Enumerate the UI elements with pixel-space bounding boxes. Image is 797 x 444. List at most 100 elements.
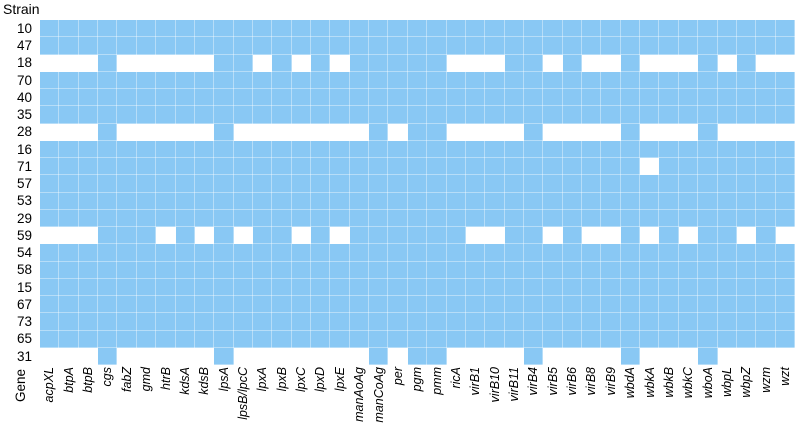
cell-15-wzt bbox=[775, 278, 795, 296]
cell-15-btpB bbox=[78, 278, 99, 296]
cell-18-lpsB/lpcC bbox=[233, 54, 253, 72]
cell-28-wbpL bbox=[717, 123, 737, 141]
cell-67-acpXL bbox=[40, 296, 60, 314]
cell-70-gmd bbox=[136, 71, 157, 89]
strain-label-53: 53 bbox=[16, 193, 32, 209]
cell-18-virB5 bbox=[543, 54, 563, 72]
cell-53-virB6 bbox=[562, 192, 583, 210]
cell-35-lpxE bbox=[330, 106, 350, 124]
gene-label-lpxC: lpxC bbox=[294, 367, 309, 393]
cell-10-virB1 bbox=[465, 20, 486, 38]
cell-40-gmd bbox=[136, 89, 157, 107]
cell-15-manAoAg bbox=[349, 278, 370, 296]
cell-65-virB9 bbox=[601, 330, 621, 348]
cell-53-lpxB bbox=[272, 192, 292, 210]
cell-10-virB4 bbox=[523, 20, 544, 38]
cell-57-per bbox=[388, 175, 408, 193]
cell-31-btpB bbox=[78, 347, 99, 365]
cell-59-wzt bbox=[775, 227, 795, 245]
cell-47-virB1 bbox=[465, 37, 486, 55]
cell-31-virB6 bbox=[562, 347, 583, 365]
cell-31-virB1 bbox=[465, 347, 486, 365]
cell-67-kdsA bbox=[175, 296, 195, 314]
cell-71-virB1 bbox=[465, 158, 486, 176]
cell-10-kdsB bbox=[194, 20, 215, 38]
cell-15-wbpL bbox=[717, 278, 737, 296]
cell-40-lpxD bbox=[311, 89, 331, 107]
cell-71-virB4 bbox=[523, 158, 544, 176]
cell-58-virB4 bbox=[523, 261, 544, 279]
cell-70-virB8 bbox=[582, 71, 602, 89]
cell-15-lpxE bbox=[330, 278, 350, 296]
cell-53-virB1 bbox=[465, 192, 486, 210]
cell-73-virB8 bbox=[582, 313, 602, 331]
cell-47-pmm bbox=[427, 37, 447, 55]
strain-label-47: 47 bbox=[16, 38, 32, 54]
strain-label-16: 16 bbox=[16, 141, 32, 157]
cell-71-htrB bbox=[156, 158, 176, 176]
cell-40-wbkC bbox=[678, 89, 699, 107]
cell-16-virB10 bbox=[485, 140, 505, 158]
cell-29-virB5 bbox=[543, 209, 563, 227]
cell-47-htrB bbox=[156, 37, 176, 55]
cell-71-wbpL bbox=[717, 158, 737, 176]
cell-47-lpxD bbox=[311, 37, 331, 55]
cell-47-ricA bbox=[446, 37, 466, 55]
cell-47-lpxB bbox=[272, 37, 292, 55]
cell-29-htrB bbox=[156, 209, 176, 227]
cell-54-wboA bbox=[698, 244, 718, 262]
cell-18-kdsA bbox=[175, 54, 195, 72]
cell-15-cgs bbox=[98, 278, 118, 296]
cell-65-lpsB/lpcC bbox=[233, 330, 253, 348]
cell-58-virB5 bbox=[543, 261, 563, 279]
cell-73-lpxD bbox=[311, 313, 331, 331]
cell-73-manAoAg bbox=[349, 313, 370, 331]
cell-58-virB9 bbox=[601, 261, 621, 279]
cell-65-cgs bbox=[98, 330, 118, 348]
cell-47-lpxE bbox=[330, 37, 350, 55]
cell-59-pmm bbox=[427, 227, 447, 245]
gene-label-wbpL: wbpL bbox=[719, 367, 734, 397]
cell-35-kdsB bbox=[194, 106, 215, 124]
cell-47-cgs bbox=[98, 37, 118, 55]
cell-15-per bbox=[388, 278, 408, 296]
cell-47-lpsB/lpcC bbox=[233, 37, 253, 55]
cell-47-btpA bbox=[59, 37, 79, 55]
cell-70-pmm bbox=[427, 71, 447, 89]
cell-47-wbkC bbox=[678, 37, 699, 55]
gene-label-ricA: ricA bbox=[448, 367, 463, 389]
cell-70-wzm bbox=[756, 71, 776, 89]
cell-67-manCoAg bbox=[369, 296, 389, 314]
cell-53-per bbox=[388, 192, 408, 210]
cell-53-wzt bbox=[775, 192, 795, 210]
cell-16-wboA bbox=[698, 140, 718, 158]
cell-70-virB6 bbox=[562, 71, 583, 89]
gene-label-manAoAg: manAoAg bbox=[352, 367, 367, 422]
strain-label-71: 71 bbox=[16, 158, 32, 174]
cell-54-wbkC bbox=[678, 244, 699, 262]
cell-57-virB8 bbox=[582, 175, 602, 193]
cell-65-kdsA bbox=[175, 330, 195, 348]
cell-67-btpA bbox=[59, 296, 79, 314]
cell-31-manCoAg bbox=[369, 347, 389, 365]
cell-29-manCoAg bbox=[369, 209, 389, 227]
cell-73-manCoAg bbox=[369, 313, 389, 331]
cell-73-pgm bbox=[407, 313, 428, 331]
cell-57-wboA bbox=[698, 175, 718, 193]
cell-28-wbdA bbox=[620, 123, 641, 141]
cell-59-btpA bbox=[59, 227, 79, 245]
cell-28-wbkA bbox=[640, 123, 660, 141]
cell-18-manCoAg bbox=[369, 54, 389, 72]
cell-59-wzm bbox=[756, 227, 776, 245]
cell-73-kdsB bbox=[194, 313, 215, 331]
cell-57-fabZ bbox=[117, 175, 137, 193]
cell-15-gmd bbox=[136, 278, 157, 296]
cell-28-wzt bbox=[775, 123, 795, 141]
cell-29-virB6 bbox=[562, 209, 583, 227]
cell-59-lpxB bbox=[272, 227, 292, 245]
cell-71-pmm bbox=[427, 158, 447, 176]
cell-35-virB9 bbox=[601, 106, 621, 124]
cell-71-pgm bbox=[407, 158, 428, 176]
cell-29-btpB bbox=[78, 209, 99, 227]
cell-15-wboA bbox=[698, 278, 718, 296]
